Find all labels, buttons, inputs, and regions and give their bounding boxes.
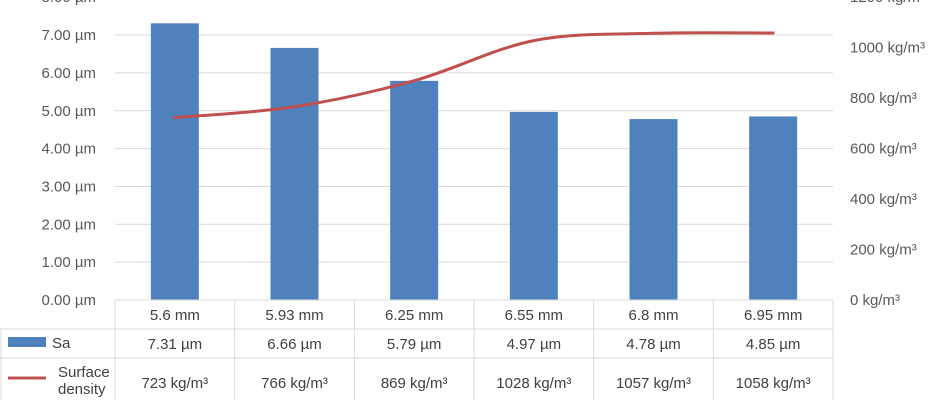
legend-label: Sa xyxy=(52,335,71,352)
right-axis-tick-label: 200 kg/m³ xyxy=(850,242,917,259)
data-label: 6.66 µm xyxy=(267,336,322,353)
category-label: 6.25 mm xyxy=(385,307,443,324)
category-label: 6.8 mm xyxy=(628,307,678,324)
bar xyxy=(509,111,558,300)
left-axis-tick-label: 8.00 µm xyxy=(42,0,97,6)
left-axis-tick-label: 4.00 µm xyxy=(42,141,97,158)
right-axis-tick-label: 400 kg/m³ xyxy=(850,191,917,208)
left-axis-tick-label: 6.00 µm xyxy=(42,65,97,82)
legend-label: Surface xyxy=(58,364,110,381)
bar xyxy=(749,116,798,301)
data-label: 869 kg/m³ xyxy=(381,375,448,392)
data-label: 1028 kg/m³ xyxy=(496,375,571,392)
data-label: 1058 kg/m³ xyxy=(736,375,811,392)
data-label: 4.78 µm xyxy=(626,336,681,353)
data-label: 4.85 µm xyxy=(746,336,801,353)
bar xyxy=(629,119,678,301)
right-axis-labels: 0 kg/m³ 200 kg/m³ 400 kg/m³ 600 kg/m³ 800 kg… xyxy=(850,0,925,309)
category-label: 5.93 mm xyxy=(265,307,323,324)
category-label: 5.6 mm xyxy=(150,307,200,324)
left-axis-tick-label: 1.00 µm xyxy=(42,254,97,271)
bar xyxy=(270,47,319,300)
gridlines xyxy=(115,34,833,301)
right-axis-tick-label: 800 kg/m³ xyxy=(850,90,917,107)
right-axis-tick-label: 1200 kg/m³ xyxy=(850,0,925,6)
left-axis-tick-label: 3.00 µm xyxy=(42,178,97,195)
bar xyxy=(150,23,199,301)
right-axis-tick-label: 1000 kg/m³ xyxy=(850,40,925,57)
bar xyxy=(390,80,439,300)
data-table: 5.6 mm 5.93 mm 6.25 mm 6.55 mm 6.8 mm 6.95 mm… xyxy=(0,299,834,400)
data-label: 1057 kg/m³ xyxy=(616,375,691,392)
data-label: 5.79 µm xyxy=(387,336,442,353)
category-label: 6.95 mm xyxy=(744,307,802,324)
series-line xyxy=(173,31,775,120)
right-axis-tick-label: 600 kg/m³ xyxy=(850,141,917,158)
left-axis-labels: 0.00 µm 1.00 µm 2.00 µm 3.00 µm 4.00 µm 5.00 … xyxy=(42,0,97,309)
left-axis-tick-label: 7.00 µm xyxy=(42,27,97,44)
data-label: 723 kg/m³ xyxy=(141,375,208,392)
bar-series xyxy=(150,23,798,301)
line-series xyxy=(173,31,775,120)
data-label: 766 kg/m³ xyxy=(261,375,328,392)
legend-label: density xyxy=(58,381,106,398)
data-label: 7.31 µm xyxy=(148,336,203,353)
left-axis-tick-label: 2.00 µm xyxy=(42,216,97,233)
category-label: 6.55 mm xyxy=(505,307,563,324)
left-axis-tick-label: 5.00 µm xyxy=(42,103,97,120)
left-axis-tick-label: 0.00 µm xyxy=(42,292,97,309)
data-label: 4.97 µm xyxy=(507,336,562,353)
right-axis-tick-label: 0 kg/m³ xyxy=(850,292,900,309)
legend-key-bar xyxy=(8,337,46,347)
